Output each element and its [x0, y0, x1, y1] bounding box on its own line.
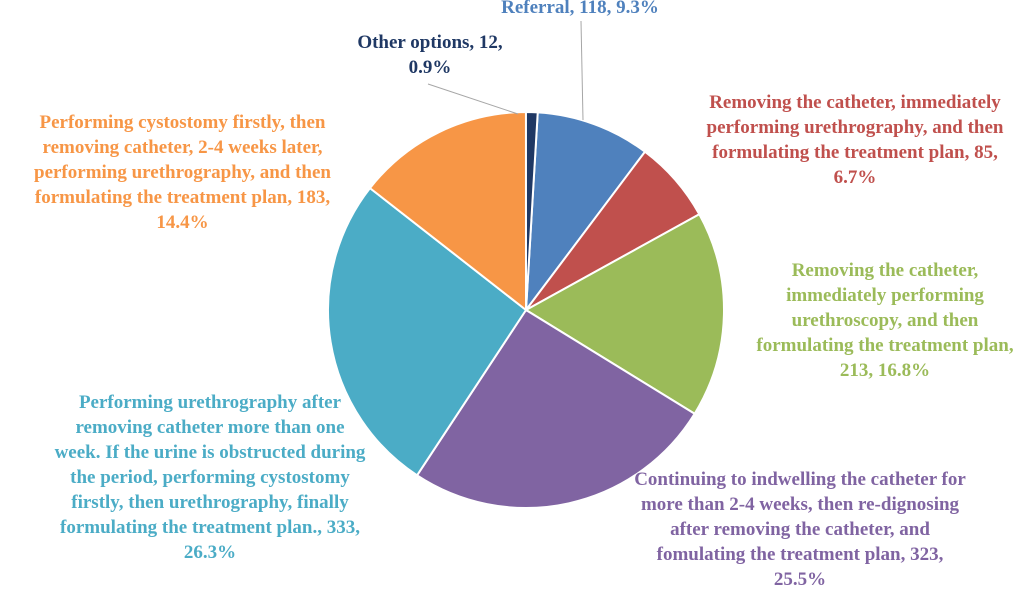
leader-line-referral — [580, 20, 584, 121]
label-removing-catheter-urethrography: Removing the catheter, immediately perfo… — [706, 92, 1004, 188]
label-continuing-indwelling: Continuing to indwelling the catheter fo… — [634, 469, 966, 590]
pie-slice-other-options — [524, 110, 539, 311]
label-referral: Referral, 118, 9.3% — [501, 0, 659, 18]
label-removing-catheter-urethroscopy: Removing the catheter, immediately perfo… — [756, 260, 1014, 381]
pie-slices — [327, 110, 725, 509]
leader-lines — [427, 20, 584, 121]
pie-slice-referral — [524, 111, 647, 314]
pie-slice-performing-urethrography — [327, 186, 528, 477]
pie-slice-performing-cystostomy — [368, 110, 528, 313]
label-performing-cystostomy: Performing cystostomy firstly, then remo… — [34, 112, 331, 233]
leader-line-other — [427, 83, 519, 115]
pie-slice-continuing-indwelling — [415, 308, 697, 509]
label-other-options: Other options, 12, 0.9% — [357, 32, 503, 78]
pie-slice-removing-catheter-urethroscopy — [524, 212, 725, 416]
label-performing-urethrography: Performing urethrography after removing … — [54, 392, 366, 563]
